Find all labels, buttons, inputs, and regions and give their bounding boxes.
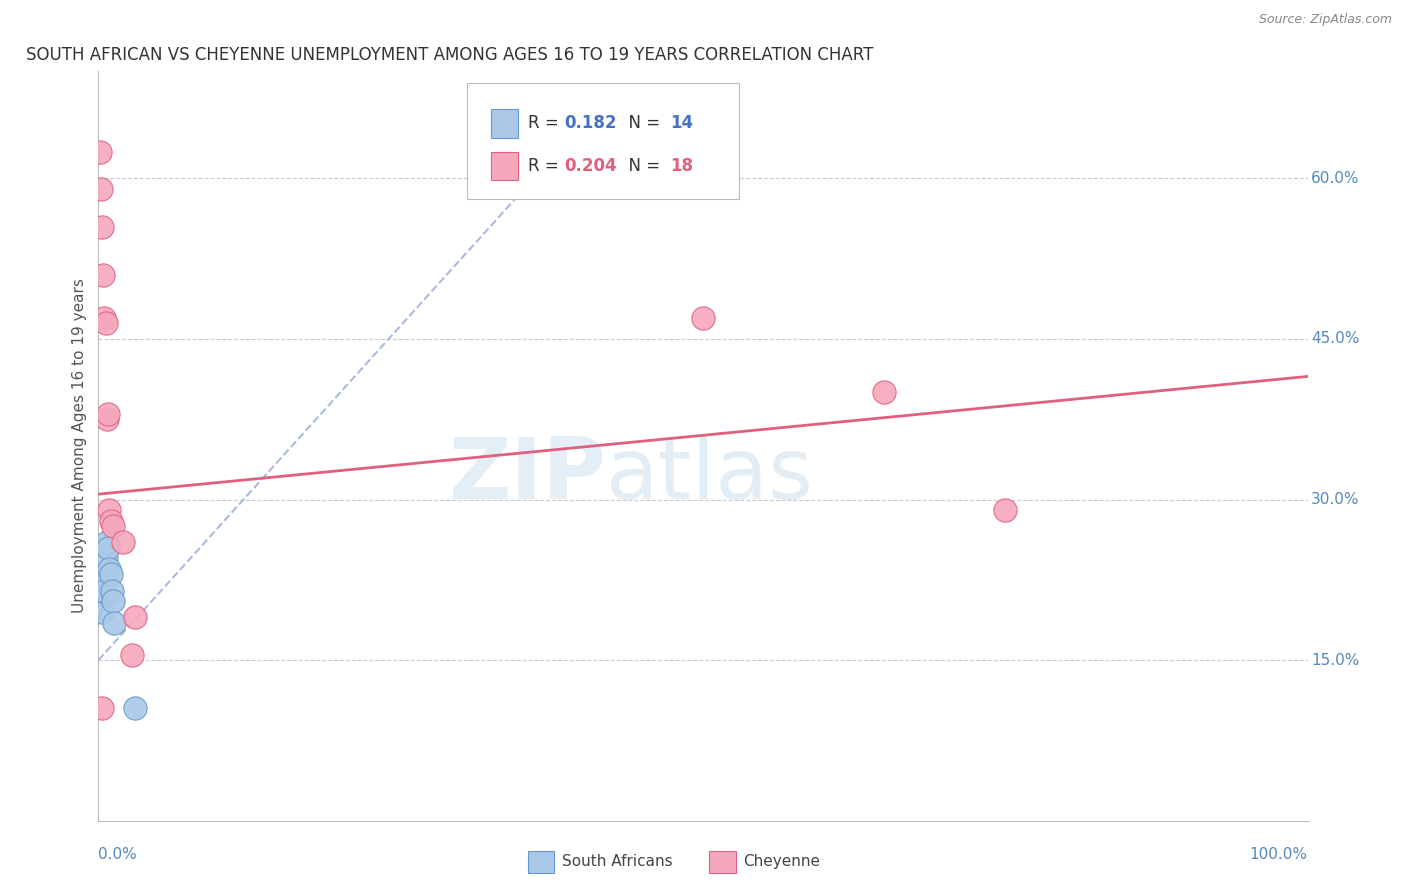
Point bbox=[873, 385, 896, 400]
Point bbox=[93, 310, 115, 325]
Point bbox=[91, 583, 114, 598]
Point bbox=[121, 648, 143, 662]
Point bbox=[101, 519, 124, 533]
Point bbox=[100, 583, 122, 598]
Point bbox=[96, 412, 118, 426]
Point bbox=[124, 610, 146, 624]
Text: ZIP: ZIP bbox=[449, 434, 606, 517]
Text: 45.0%: 45.0% bbox=[1312, 332, 1360, 346]
Point bbox=[97, 407, 120, 421]
Point bbox=[98, 562, 121, 576]
Point bbox=[91, 268, 114, 282]
Text: N =: N = bbox=[619, 157, 665, 175]
Point bbox=[91, 219, 114, 234]
Point bbox=[93, 567, 115, 582]
Text: R =: R = bbox=[527, 114, 564, 133]
Point bbox=[93, 583, 115, 598]
Bar bbox=[527, 851, 554, 873]
Point bbox=[96, 535, 118, 549]
Text: 60.0%: 60.0% bbox=[1312, 171, 1360, 186]
Point bbox=[103, 615, 125, 630]
Text: Cheyenne: Cheyenne bbox=[742, 855, 820, 870]
Point bbox=[994, 503, 1017, 517]
Text: 100.0%: 100.0% bbox=[1250, 847, 1308, 862]
FancyBboxPatch shape bbox=[492, 152, 517, 180]
Point bbox=[100, 567, 122, 582]
Point bbox=[90, 182, 112, 196]
Text: N =: N = bbox=[619, 114, 665, 133]
FancyBboxPatch shape bbox=[467, 83, 740, 199]
Point bbox=[101, 594, 124, 608]
Text: R =: R = bbox=[527, 157, 564, 175]
Text: 30.0%: 30.0% bbox=[1312, 492, 1360, 507]
Point bbox=[94, 316, 117, 330]
Point bbox=[124, 701, 146, 715]
Text: 14: 14 bbox=[671, 114, 693, 133]
Point bbox=[91, 605, 114, 619]
Text: Source: ZipAtlas.com: Source: ZipAtlas.com bbox=[1258, 13, 1392, 27]
Point bbox=[91, 701, 114, 715]
Text: atlas: atlas bbox=[606, 434, 814, 517]
Bar bbox=[709, 851, 735, 873]
Text: SOUTH AFRICAN VS CHEYENNE UNEMPLOYMENT AMONG AGES 16 TO 19 YEARS CORRELATION CHA: SOUTH AFRICAN VS CHEYENNE UNEMPLOYMENT A… bbox=[25, 46, 873, 64]
Y-axis label: Unemployment Among Ages 16 to 19 years: Unemployment Among Ages 16 to 19 years bbox=[72, 278, 87, 614]
Text: South Africans: South Africans bbox=[561, 855, 672, 870]
Point bbox=[692, 310, 714, 325]
FancyBboxPatch shape bbox=[492, 109, 517, 137]
Text: 0.182: 0.182 bbox=[564, 114, 616, 133]
Text: 0.0%: 0.0% bbox=[98, 847, 138, 862]
Point bbox=[100, 514, 122, 528]
Point bbox=[89, 145, 111, 159]
Text: 18: 18 bbox=[671, 157, 693, 175]
Point bbox=[111, 535, 134, 549]
Point bbox=[98, 503, 121, 517]
Point bbox=[91, 573, 114, 587]
Point bbox=[97, 541, 120, 555]
Point bbox=[94, 551, 117, 566]
Text: 0.204: 0.204 bbox=[564, 157, 617, 175]
Text: 15.0%: 15.0% bbox=[1312, 653, 1360, 667]
